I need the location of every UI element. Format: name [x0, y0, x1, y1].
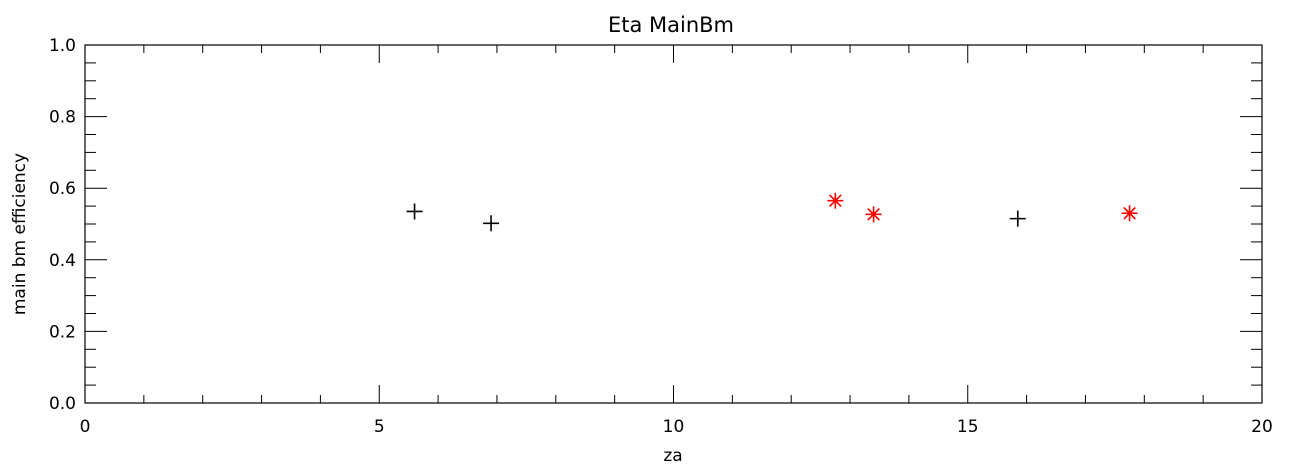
plus-marker-point: [406, 203, 423, 220]
plus-marker-point: [483, 215, 500, 232]
asterisk-marker-point: [865, 206, 882, 223]
data-points: [406, 192, 1138, 232]
y-tick-label: 0.4: [49, 251, 76, 271]
plot-frame: [84, 44, 1263, 404]
asterisk-marker-point: [1121, 205, 1138, 222]
chart-title: Eta MainBm: [608, 13, 734, 37]
marker-stroke: [1123, 206, 1136, 220]
x-tick-label: 0: [80, 417, 91, 437]
y-axis-label: main bm efficiency: [10, 153, 30, 315]
x-tick-label: 20: [1251, 417, 1273, 437]
marker-stroke: [867, 208, 880, 221]
x-tick-label: 5: [374, 417, 385, 437]
marker-stroke: [829, 194, 842, 208]
plus-marker-point: [1009, 210, 1026, 227]
y-tick-label: 0.2: [49, 322, 76, 342]
x-tick-label: 10: [663, 417, 685, 437]
y-tick-label: 0.8: [49, 108, 76, 128]
y-tick-label: 0.6: [49, 179, 76, 199]
y-tick-label: 0.0: [49, 394, 76, 414]
axis-ticks: [84, 44, 1263, 404]
x-tick-label: 15: [957, 417, 979, 437]
x-axis-label: za: [663, 446, 682, 466]
tick-labels: 0 5 10 15 20 0.0 0.2 0.4 0.6 0.8 1.0: [49, 36, 1273, 437]
asterisk-marker-point: [827, 192, 844, 209]
y-tick-label: 1.0: [49, 36, 76, 56]
